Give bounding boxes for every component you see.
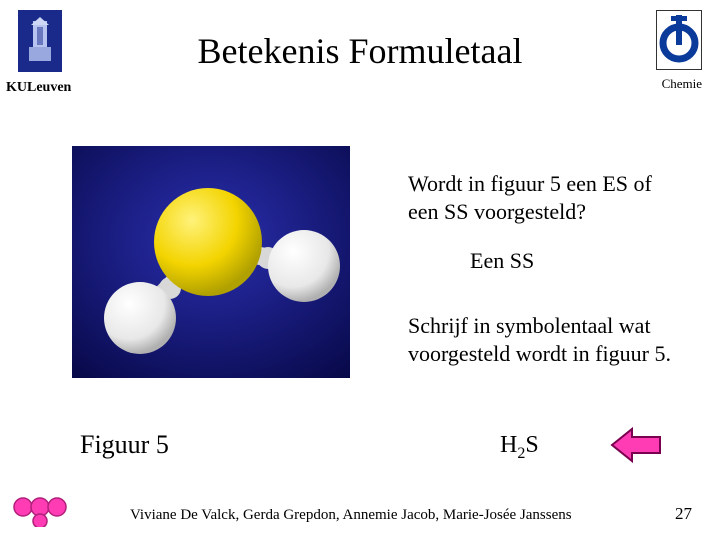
answer-2: H2S: [500, 432, 539, 463]
answer-2-tail: S: [525, 432, 538, 458]
chemie-label: Chemie: [662, 76, 702, 92]
kuleuven-label: KULeuven: [6, 80, 71, 96]
page-title: Betekenis Formuletaal: [0, 30, 720, 72]
question-1: Wordt in figuur 5 een ES of een SS voorg…: [408, 170, 678, 225]
footer-logo: [12, 497, 68, 532]
molecule-figure: [72, 146, 350, 378]
footer-authors: Viviane De Valck, Gerda Grepdon, Annemie…: [130, 507, 572, 524]
question-2: Schrijf in symbolentaal wat voorgesteld …: [408, 312, 678, 367]
chemie-logo: [656, 10, 702, 70]
answer-1: Een SS: [470, 248, 534, 274]
answer-2-base: H: [500, 432, 517, 458]
back-arrow-icon: [608, 425, 664, 465]
back-button[interactable]: [608, 425, 664, 465]
page-number: 27: [675, 504, 692, 524]
figure-caption: Figuur 5: [80, 430, 169, 460]
